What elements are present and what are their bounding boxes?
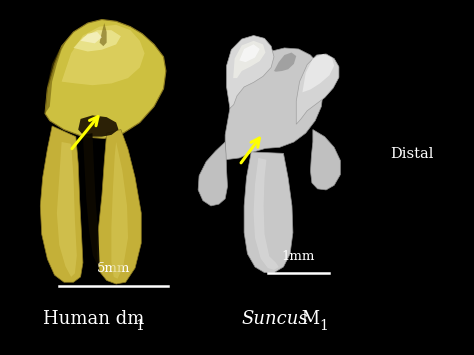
PathPatch shape	[45, 41, 66, 114]
PathPatch shape	[244, 152, 293, 273]
PathPatch shape	[254, 158, 279, 270]
PathPatch shape	[81, 32, 102, 43]
PathPatch shape	[40, 126, 83, 282]
PathPatch shape	[111, 142, 128, 279]
PathPatch shape	[62, 25, 145, 85]
PathPatch shape	[100, 23, 107, 46]
PathPatch shape	[45, 20, 166, 138]
Text: Suncus: Suncus	[242, 310, 309, 328]
Text: 5mm: 5mm	[97, 262, 130, 275]
PathPatch shape	[302, 54, 334, 92]
PathPatch shape	[239, 44, 260, 62]
PathPatch shape	[78, 115, 118, 137]
Text: M: M	[296, 310, 320, 328]
PathPatch shape	[225, 48, 323, 160]
Text: 1mm: 1mm	[282, 250, 315, 263]
PathPatch shape	[97, 130, 141, 284]
PathPatch shape	[233, 41, 265, 78]
PathPatch shape	[73, 30, 121, 51]
PathPatch shape	[310, 130, 340, 190]
Text: 1: 1	[135, 319, 144, 333]
PathPatch shape	[83, 133, 100, 264]
PathPatch shape	[227, 36, 274, 108]
Text: Distal: Distal	[391, 147, 434, 162]
PathPatch shape	[296, 54, 339, 124]
Text: 1: 1	[319, 319, 328, 333]
Text: Human dm: Human dm	[43, 310, 144, 328]
PathPatch shape	[198, 142, 228, 206]
PathPatch shape	[57, 142, 77, 277]
PathPatch shape	[274, 53, 296, 72]
